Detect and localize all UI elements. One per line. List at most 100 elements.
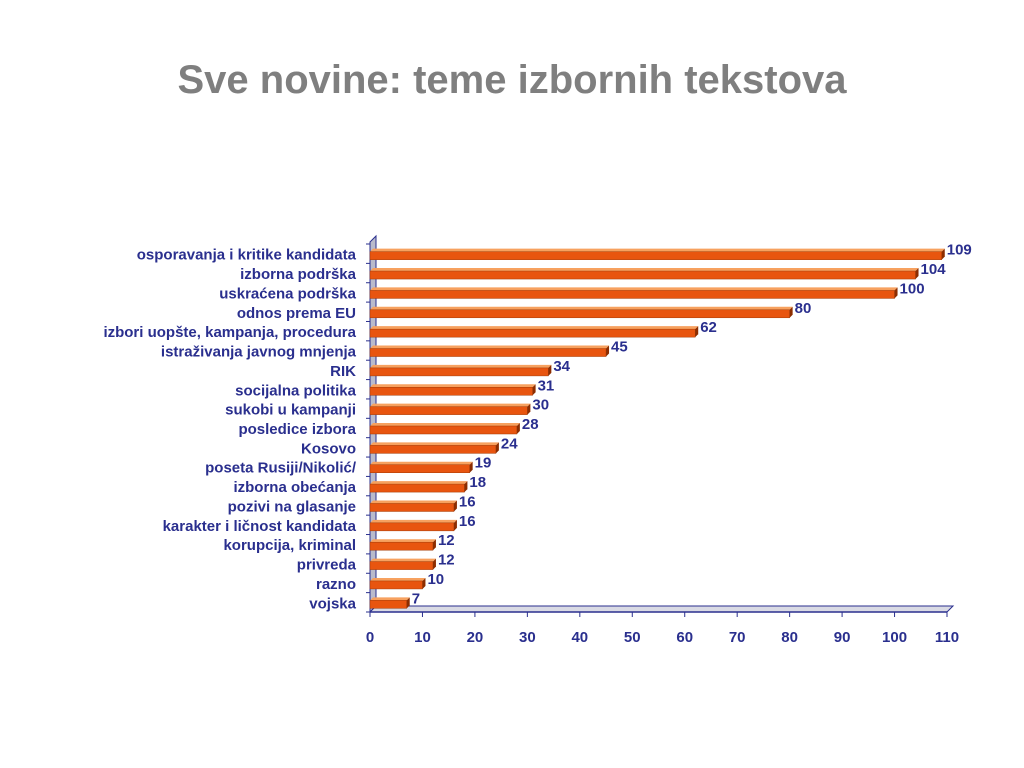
category-label: korupcija, kriminal [223,537,356,554]
value-label: 80 [795,300,812,317]
bar [369,481,468,493]
value-label: 24 [501,435,518,452]
bar-end-face [495,442,499,454]
bar-front-face [369,541,434,551]
bar-front-face [369,600,407,609]
bar-front-face [369,483,465,493]
bar-end-face [432,558,436,570]
value-label: 7 [412,590,420,607]
bar-end-face [527,403,531,415]
x-tick-label: 30 [519,629,536,646]
bar-end-face [453,500,457,512]
bar-end-face [548,364,552,376]
x-tick-label: 10 [414,629,431,646]
bar-top-face [370,384,536,388]
bar [369,577,426,590]
bar-front-face [369,464,470,473]
category-label: socijalna politika [235,382,357,399]
category-label: istraživanja javnog mnjenja [161,344,357,361]
value-label: 34 [553,358,570,375]
bar [369,384,536,396]
bar [369,442,499,454]
bar-front-face [369,503,455,512]
bar-top-face [370,345,610,349]
bar-front-face [369,290,895,299]
bar-end-face [464,481,468,493]
bar-front-face [369,348,607,357]
category-label: vojska [309,595,356,612]
x-tick-label: 50 [624,629,641,646]
bar-front-face [369,522,455,532]
category-labels: osporavanja i kritike kandidata izborna p… [103,247,356,613]
x-tick-label: 110 [935,629,959,646]
bar-top-face [370,306,793,310]
value-label: 109 [947,242,972,259]
bar-front-face [369,425,518,435]
x-tick-label: 0 [366,629,374,646]
bar-top-face [370,364,552,368]
x-tick-label: 90 [834,629,851,646]
bar-front-face [369,270,916,280]
bar [369,519,457,532]
bar-end-face [453,519,457,531]
bar-top-face [370,500,457,504]
value-label: 31 [538,377,555,394]
bar-end-face [406,597,410,609]
bar-top-face [370,597,410,601]
bar-top-face [370,287,898,291]
bar-end-face [606,345,610,357]
value-label: 104 [921,261,947,278]
bar-top-face [370,248,945,252]
bar-front-face [369,328,696,338]
bar-front-face [369,580,423,590]
bar-end-face [532,384,536,396]
bar-top-face [370,577,426,581]
bar-front-face [369,309,790,319]
bar-end-face [516,423,520,434]
page-title: Sve novine: teme izbornih tekstova [177,58,847,102]
category-label: posledice izbora [238,421,356,438]
bar [369,597,410,609]
bar-end-face [894,287,898,299]
bar-end-face [915,268,919,280]
value-label: 10 [427,571,444,588]
bar [369,403,531,415]
value-label: 19 [475,455,492,472]
bar-top-face [370,481,468,485]
value-label: 30 [532,397,549,414]
value-label: 28 [522,416,539,433]
bar-end-face [432,539,436,551]
chart-floor [368,605,955,613]
bar-front-face [369,387,533,396]
bar [369,423,520,435]
bar-top-face [370,423,520,426]
category-label: RIK [330,363,356,380]
category-label: sukobi u kampanji [225,402,356,419]
bar-top-face [370,442,499,446]
bar-top-face [370,403,531,407]
category-label: odnos prema EU [237,305,356,322]
value-label: 16 [459,493,476,510]
bar-end-face [422,577,426,589]
bar [369,500,457,512]
value-label: 12 [438,552,455,569]
x-tick-label: 80 [781,629,798,646]
bar-end-face [789,306,793,318]
bar-top-face [370,539,436,543]
bar-front-face [369,445,497,454]
bars [369,248,945,609]
bar-end-face [695,326,699,338]
bar-top-face [370,461,473,465]
category-label: osporavanja i kritike kandidata [137,247,357,264]
bar-top-face [370,268,919,272]
bar [369,248,945,260]
bar [369,364,552,377]
value-label: 100 [900,280,925,297]
category-label: izborna obećanja [233,479,356,496]
category-label: izborna podrška [240,266,357,283]
bar [369,461,473,473]
category-label: privreda [297,557,357,574]
x-tick-label: 100 [882,629,907,646]
